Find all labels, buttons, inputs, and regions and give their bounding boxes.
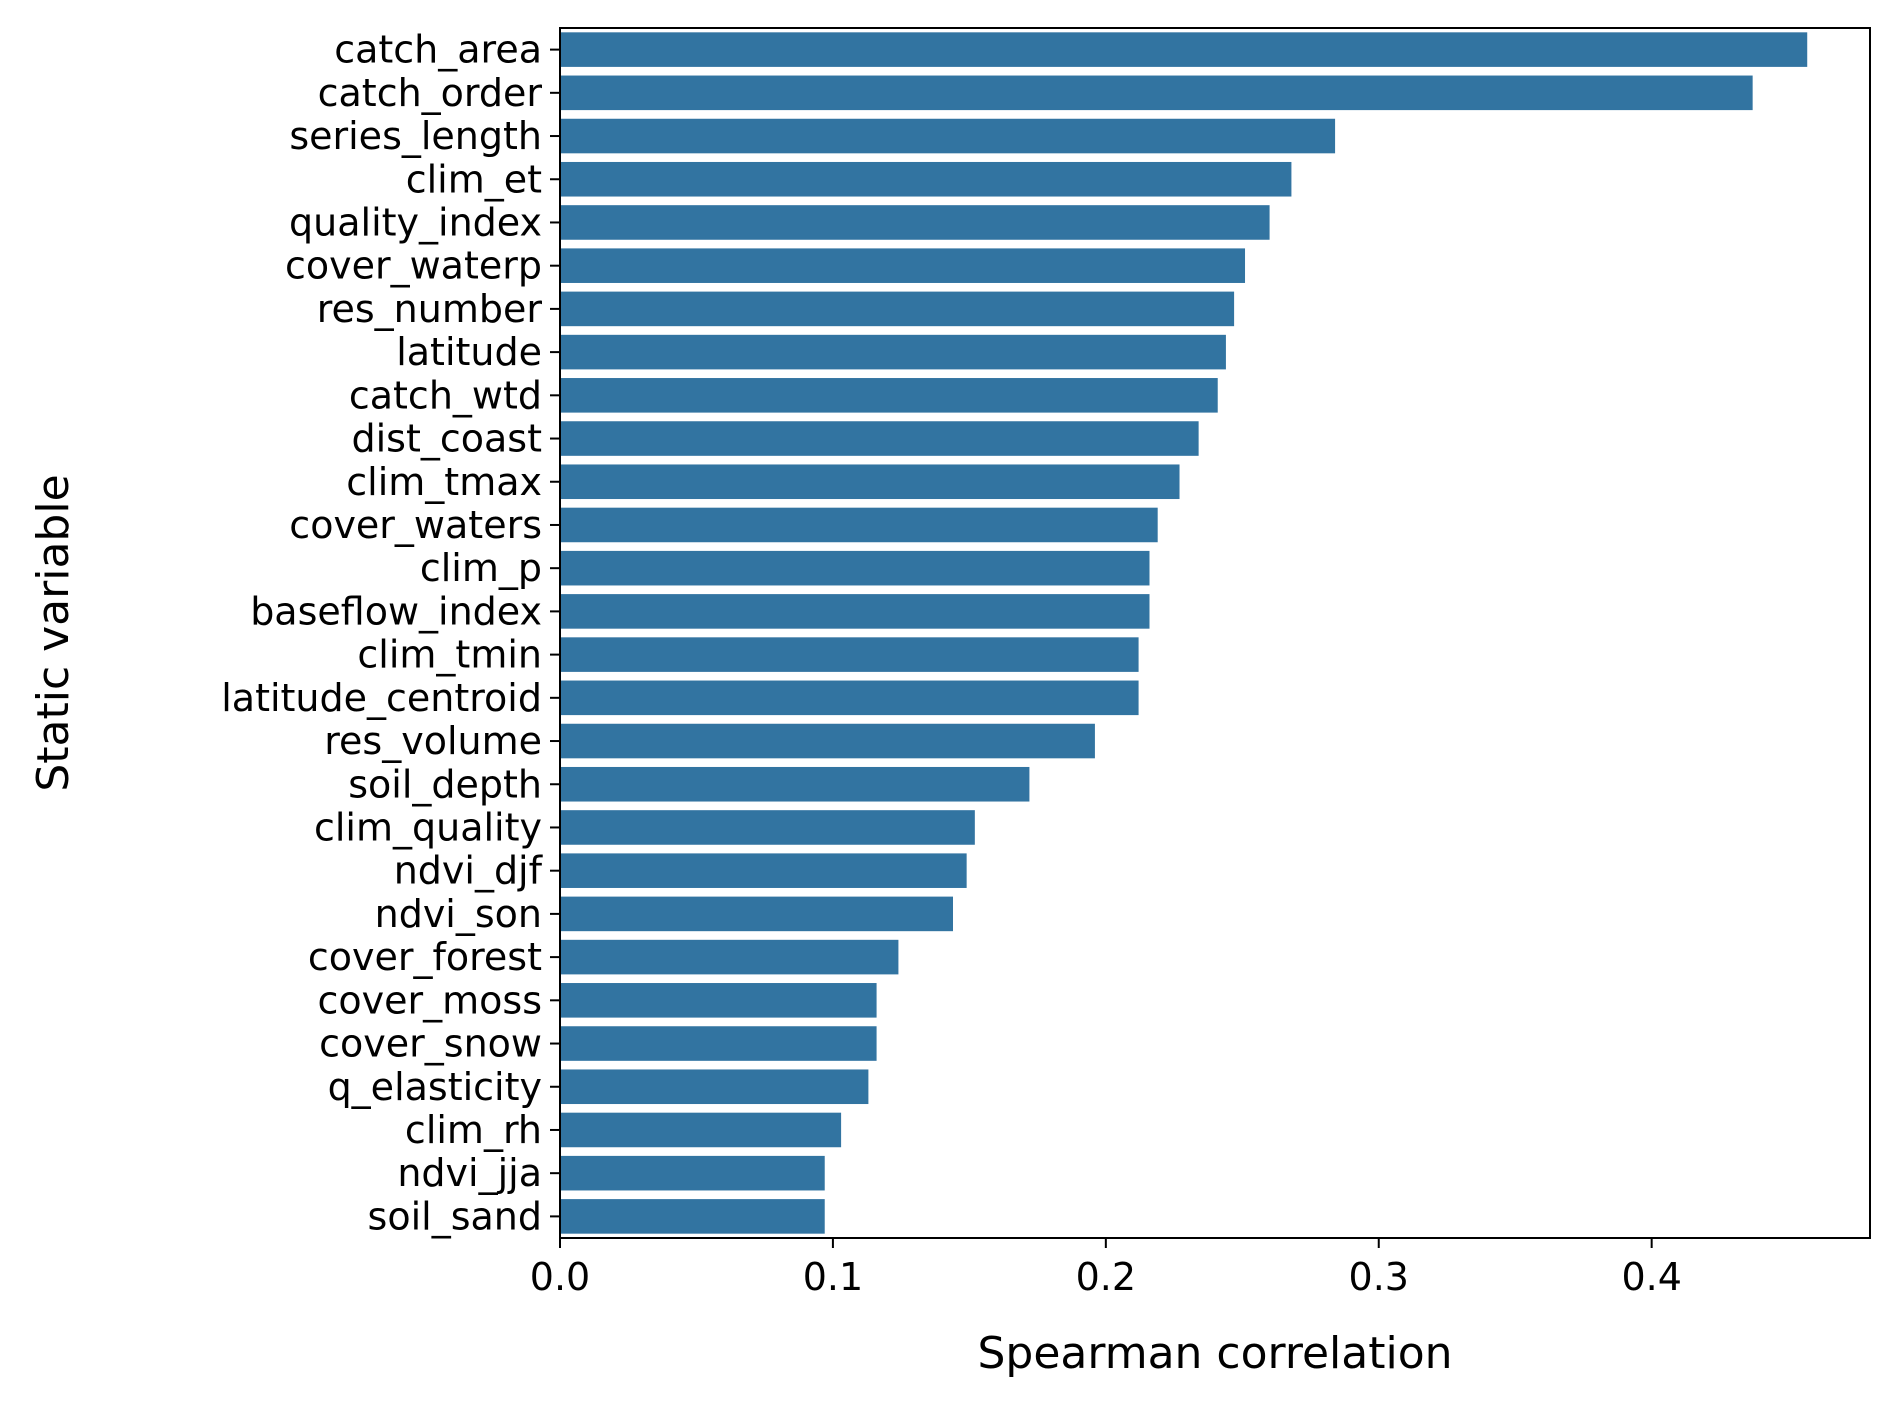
y-tick-label: soil_depth bbox=[348, 762, 542, 806]
plot-frame bbox=[559, 27, 1871, 1239]
bar-ndvi_djf bbox=[560, 853, 967, 888]
bar-cover_forest bbox=[560, 939, 899, 975]
bar-res_number bbox=[560, 291, 1235, 327]
bars-group bbox=[560, 32, 1808, 1234]
x-tick-label: 0.3 bbox=[1349, 1255, 1409, 1299]
bar-clim_tmax bbox=[560, 464, 1180, 500]
y-tick-label: latitude bbox=[396, 330, 542, 374]
y-tick-label: catch_area bbox=[334, 28, 542, 72]
bar-catch_order bbox=[560, 75, 1753, 111]
bar-clim_rh bbox=[560, 1112, 842, 1148]
x-tick-label: 0.0 bbox=[530, 1255, 590, 1299]
y-tick-label: cover_forest bbox=[308, 935, 542, 979]
bar-catch_area bbox=[560, 32, 1808, 67]
y-tick-label: clim_rh bbox=[405, 1108, 542, 1152]
x-tick-label: 0.1 bbox=[803, 1255, 863, 1299]
x-tick-label: 0.4 bbox=[1621, 1255, 1681, 1299]
x-tick-label: 0.2 bbox=[1076, 1255, 1136, 1299]
y-tick-label: catch_order bbox=[318, 71, 543, 115]
y-tick-label: q_elasticity bbox=[328, 1065, 542, 1109]
y-tick-label: res_number bbox=[317, 287, 543, 331]
y-tick-label: series_length bbox=[289, 114, 542, 158]
y-axis-title: Static variable bbox=[28, 474, 79, 791]
y-tick-label: cover_snow bbox=[319, 1022, 542, 1066]
bar-res_volume bbox=[560, 723, 1095, 759]
y-tick-label: catch_wtd bbox=[349, 373, 542, 417]
y-tick-label: clim_tmin bbox=[357, 633, 542, 677]
bar-latitude bbox=[560, 334, 1226, 370]
bar-catch_wtd bbox=[560, 378, 1218, 413]
y-tick-label: ndvi_son bbox=[375, 892, 542, 936]
bar-ndvi_jja bbox=[560, 1155, 825, 1191]
bar-clim_et bbox=[560, 161, 1292, 197]
bar-soil_sand bbox=[560, 1199, 825, 1234]
x-axis-ticks: 0.0 0.1 0.2 0.3 0.4 bbox=[530, 1238, 1682, 1299]
bar-clim_quality bbox=[560, 810, 975, 845]
y-tick-label: soil_sand bbox=[368, 1194, 542, 1238]
y-tick-label: clim_et bbox=[406, 157, 542, 201]
bar-cover_waters bbox=[560, 507, 1158, 543]
y-axis-ticks: catch_areacatch_orderseries_lengthclim_e… bbox=[221, 28, 560, 1238]
bar-series_length bbox=[560, 118, 1336, 154]
y-tick-label: clim_tmax bbox=[346, 460, 542, 504]
y-tick-label: baseflow_index bbox=[250, 589, 542, 633]
y-tick-label: clim_quality bbox=[314, 805, 542, 849]
bar-latitude_centroid bbox=[560, 680, 1139, 716]
bar-clim_p bbox=[560, 550, 1150, 586]
bar-cover_snow bbox=[560, 1026, 877, 1061]
bar-cover_waterp bbox=[560, 248, 1246, 283]
bar-baseflow_index bbox=[560, 594, 1150, 629]
bar-cover_moss bbox=[560, 983, 877, 1018]
bar-clim_tmin bbox=[560, 637, 1139, 672]
bar-dist_coast bbox=[560, 421, 1199, 456]
bar-q_elasticity bbox=[560, 1069, 869, 1105]
y-tick-label: ndvi_jja bbox=[397, 1151, 542, 1195]
y-tick-label: cover_moss bbox=[318, 978, 543, 1022]
y-tick-label: ndvi_djf bbox=[394, 849, 544, 893]
y-tick-label: quality_index bbox=[289, 200, 542, 244]
bar-soil_depth bbox=[560, 766, 1030, 802]
bar-ndvi_son bbox=[560, 896, 953, 932]
y-tick-label: cover_waterp bbox=[285, 244, 542, 288]
x-axis-title: Spearman correlation bbox=[978, 1328, 1453, 1379]
bar-quality_index bbox=[560, 205, 1270, 240]
y-tick-label: res_volume bbox=[324, 719, 542, 763]
y-tick-label: dist_coast bbox=[351, 417, 542, 461]
y-tick-label: clim_p bbox=[420, 546, 542, 590]
y-tick-label: cover_waters bbox=[289, 503, 542, 547]
y-tick-label: latitude_centroid bbox=[221, 676, 542, 720]
